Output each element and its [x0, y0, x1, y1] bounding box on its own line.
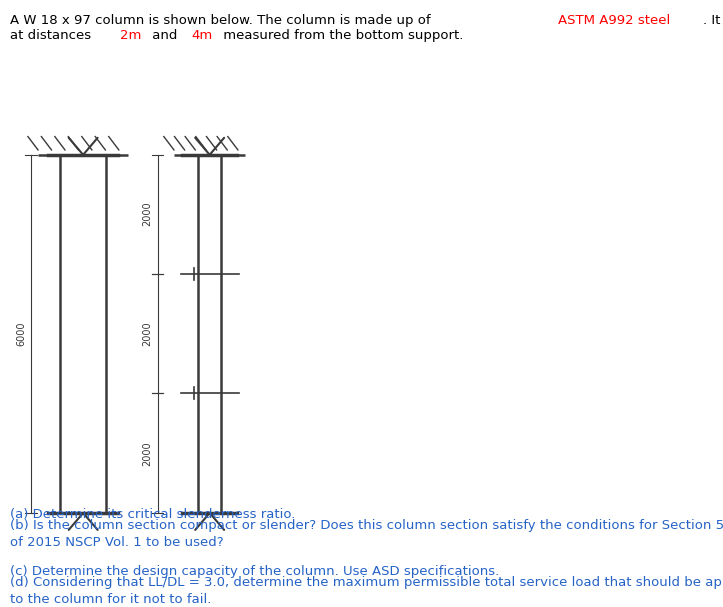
Text: (c) Determine the design capacity of the column. Use ASD specifications.: (c) Determine the design capacity of the… — [10, 565, 500, 578]
Text: 4m: 4m — [192, 29, 213, 42]
Text: . It is braced on its: . It is braced on its — [703, 14, 723, 27]
Text: and: and — [148, 29, 181, 42]
Text: 6000: 6000 — [17, 322, 27, 346]
Text: 2000: 2000 — [142, 202, 153, 226]
Text: 2000: 2000 — [142, 441, 153, 466]
Text: 2m: 2m — [120, 29, 142, 42]
Text: (b) Is the column section compact or slender? Does this column section satisfy t: (b) Is the column section compact or sle… — [10, 520, 723, 549]
Text: at distances: at distances — [10, 29, 95, 42]
Text: (a) Determine its critical slenderness ratio.: (a) Determine its critical slenderness r… — [10, 508, 296, 521]
Text: measured from the bottom support.: measured from the bottom support. — [218, 29, 463, 42]
Text: 2000: 2000 — [142, 322, 153, 346]
Text: (d) Considering that LL/DL = 3.0, determine the maximum permissible total servic: (d) Considering that LL/DL = 3.0, determ… — [10, 576, 723, 606]
Text: ASTM A992 steel: ASTM A992 steel — [558, 14, 671, 27]
Text: A W 18 x 97 column is shown below. The column is made up of: A W 18 x 97 column is shown below. The c… — [10, 14, 435, 27]
